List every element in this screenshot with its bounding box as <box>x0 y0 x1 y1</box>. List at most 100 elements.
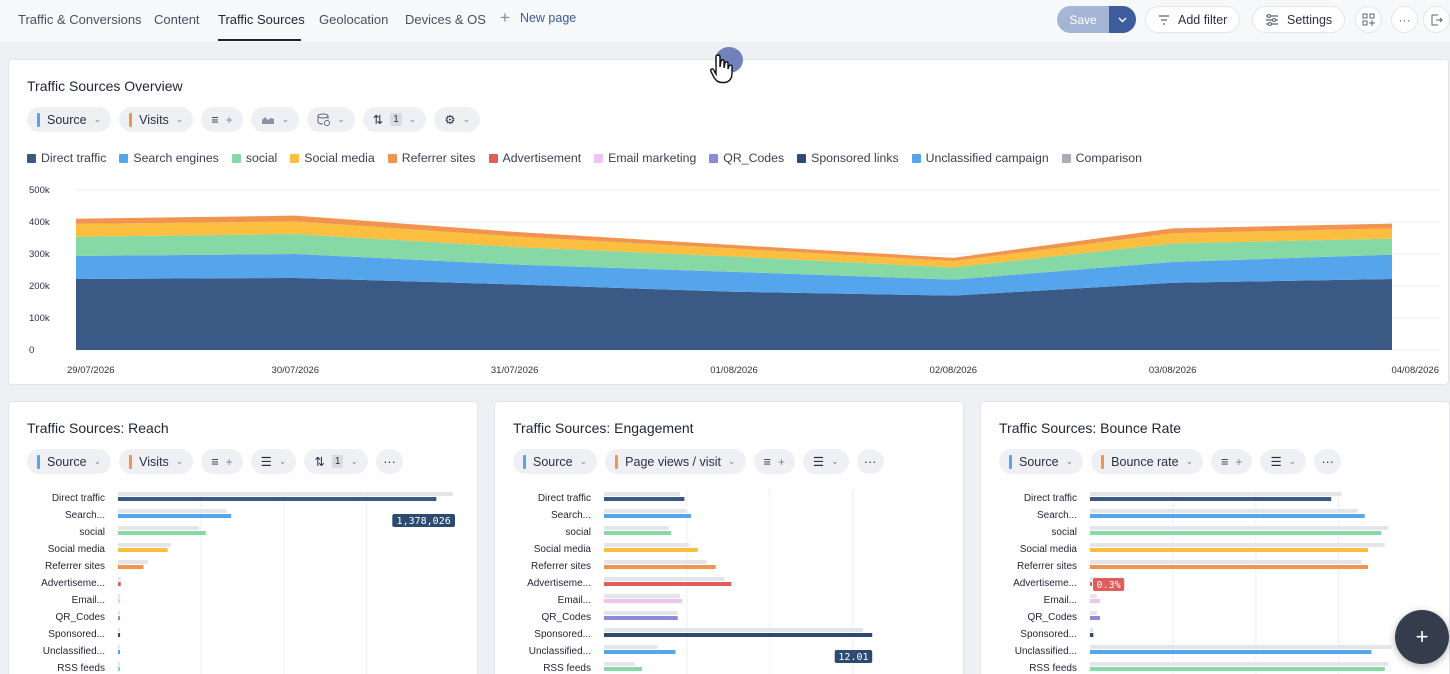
chart-settings-chip[interactable]: ⚙ ⌄ <box>434 107 481 132</box>
comparison-bar <box>1090 628 1094 632</box>
legend-item[interactable]: social <box>231 151 278 165</box>
comparison-bar <box>118 526 199 530</box>
metric-chip[interactable]: Bounce rate ⌄ <box>1091 449 1204 474</box>
value-bar <box>604 599 683 603</box>
legend-item[interactable]: Sponsored links <box>797 151 899 165</box>
filter-chip[interactable]: ≡ + <box>753 449 795 474</box>
tab-traffic-conversions[interactable]: Traffic & Conversions <box>18 12 142 27</box>
filter-chip[interactable]: ≡ + <box>201 449 243 474</box>
value-bar <box>1090 582 1092 586</box>
legend-swatch <box>1061 153 1071 163</box>
value-bar <box>118 565 144 569</box>
data-source-chip[interactable]: ⌄ <box>307 107 355 132</box>
plus-icon: + <box>1415 624 1429 649</box>
legend-item[interactable]: Advertisement <box>488 151 581 165</box>
new-page-button[interactable]: + New page <box>500 8 576 27</box>
data-label: 1,378,026 <box>397 516 451 527</box>
settings-label: Settings <box>1287 12 1333 27</box>
tab-content[interactable]: Content <box>154 12 200 27</box>
value-bar <box>118 650 120 654</box>
legend-item[interactable]: Unclassified campaign <box>911 151 1049 165</box>
data-label-badge <box>834 650 873 663</box>
legend-label: Search engines <box>133 151 219 165</box>
legend-item[interactable]: Email marketing <box>594 151 696 165</box>
plus-icon: + <box>777 454 785 469</box>
metric-marker <box>615 454 619 469</box>
dimension-label: Source <box>47 112 87 127</box>
comparison-bar <box>604 509 687 513</box>
sliders-icon <box>1266 13 1278 26</box>
metric-chip[interactable]: Page views / visit ⌄ <box>605 449 746 474</box>
comparison-bar <box>118 594 121 598</box>
comparison-bar <box>118 543 172 547</box>
legend-label: QR_Codes <box>723 151 785 165</box>
legend-item[interactable]: Search engines <box>119 151 219 165</box>
chart-type-chip[interactable]: ☰ ⌄ <box>1260 449 1307 474</box>
legend-item[interactable]: QR_Codes <box>709 151 784 165</box>
filter-chip[interactable]: ≡ + <box>1211 449 1253 474</box>
chevron-down-icon: ⌄ <box>281 114 290 124</box>
tab-devices-os[interactable]: Devices & OS <box>405 12 486 27</box>
dimension-chip[interactable]: Source ⌄ <box>513 449 598 474</box>
grid-add-icon <box>1362 13 1375 26</box>
legend-swatch <box>290 153 300 163</box>
metric-label: Visits <box>139 112 169 127</box>
filter-icon: ≡ <box>763 454 771 469</box>
x-tick-label: 29/07/2026 <box>67 365 115 376</box>
chart-type-chip[interactable]: ⌄ <box>250 107 300 132</box>
value-bar <box>1090 667 1385 671</box>
more-options-button[interactable]: ··· <box>376 449 404 474</box>
comparison-bar <box>1090 645 1392 649</box>
settings-button[interactable]: Settings <box>1252 6 1346 33</box>
dimension-chip[interactable]: Source ⌄ <box>27 107 112 132</box>
floating-add-button[interactable]: + <box>1395 610 1449 664</box>
sort-icon: ⇅ <box>372 113 384 127</box>
sort-chip[interactable]: ⇅ 1 ⌄ <box>362 107 427 132</box>
value-bar <box>118 548 168 552</box>
metric-chip[interactable]: Visits ⌄ <box>119 449 194 474</box>
chevron-down-icon: ⌄ <box>831 456 839 466</box>
more-icon: ··· <box>863 454 877 469</box>
legend-item[interactable]: Referrer sites <box>387 151 476 165</box>
legend-label: social <box>245 151 278 165</box>
more-icon: ··· <box>1321 454 1334 469</box>
comparison-bar <box>1090 560 1362 564</box>
comparison-bar <box>1090 594 1097 598</box>
top-navigation-bar: Traffic & Conversions Content Traffic So… <box>0 0 1450 42</box>
y-tick-label: 200k <box>29 281 50 292</box>
add-widget-button[interactable] <box>1355 6 1382 33</box>
database-clock-icon <box>317 113 331 126</box>
value-bar <box>604 514 692 518</box>
legend-item[interactable]: Social media <box>290 151 375 165</box>
export-button[interactable] <box>1423 6 1450 33</box>
metric-chip[interactable]: Visits ⌄ <box>119 107 194 132</box>
comparison-bar <box>1090 509 1358 513</box>
more-options-button[interactable]: ··· <box>856 449 884 474</box>
dimension-chip[interactable]: Source ⌄ <box>999 449 1084 474</box>
value-bar <box>118 599 120 603</box>
value-bar <box>604 667 642 671</box>
chart-type-chip[interactable]: ☰ ⌄ <box>802 449 849 474</box>
dimension-chip[interactable]: Source ⌄ <box>27 449 112 474</box>
tab-traffic-sources[interactable]: Traffic Sources <box>218 12 305 27</box>
comparison-bar <box>118 509 227 513</box>
value-bar <box>604 548 698 552</box>
category-label: Advertiseme... <box>1013 578 1077 589</box>
filter-chip[interactable]: ≡ + <box>201 107 243 132</box>
legend-swatch <box>911 153 921 163</box>
save-button[interactable]: Save <box>1057 6 1136 33</box>
sort-chip[interactable]: ⇅ 1 ⌄ <box>304 449 369 474</box>
save-dropdown-chevron-icon[interactable] <box>1109 6 1136 33</box>
legend-item[interactable]: Comparison <box>1061 151 1142 165</box>
value-bar <box>1090 633 1094 637</box>
legend-item[interactable]: Direct traffic <box>27 151 106 165</box>
add-filter-button[interactable]: Add filter <box>1145 6 1241 33</box>
metric-marker <box>1101 454 1105 469</box>
chart-type-chip[interactable]: ☰ ⌄ <box>250 449 297 474</box>
plus-icon: + <box>500 8 510 27</box>
more-options-button[interactable]: ··· <box>1314 449 1342 474</box>
category-label: Direct traffic <box>538 493 591 504</box>
tab-geolocation[interactable]: Geolocation <box>319 12 389 27</box>
category-label: Advertiseme... <box>41 578 105 589</box>
more-options-button[interactable]: ··· <box>1391 6 1418 33</box>
